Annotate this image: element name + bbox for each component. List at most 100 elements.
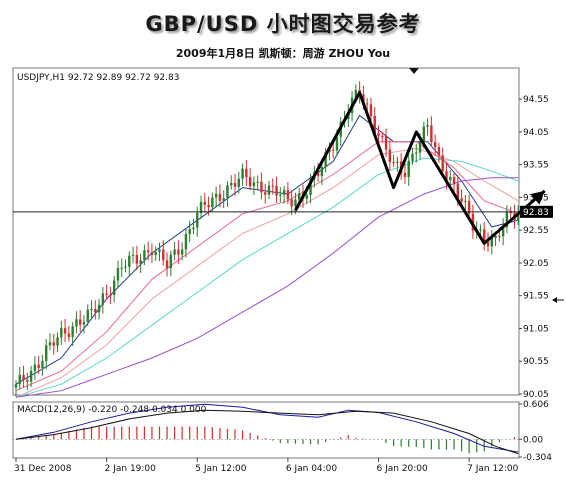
candle-body <box>467 200 471 214</box>
candle-body <box>97 304 101 313</box>
candle-body <box>490 237 493 247</box>
price-axis: 94.55 94.05 93.55 93.05 92.55 92.05 91.55 91.05… <box>519 95 553 400</box>
shift-marker-icon <box>409 68 419 74</box>
time-tick-label: 31 Dec 2008 <box>14 464 72 474</box>
candle-body <box>135 254 139 264</box>
candle-body <box>131 254 135 256</box>
candle-body <box>199 201 203 214</box>
candle-body <box>260 181 263 193</box>
macd-header: MACD(12,26,9) -0.220 -0.248 0.034 0.000 <box>17 405 207 415</box>
candle-body <box>75 319 78 327</box>
candle-body <box>509 211 512 214</box>
candle-body <box>324 152 327 167</box>
candle-body <box>369 104 373 116</box>
candle-body <box>377 133 380 137</box>
time-tick-label: 6 Jan 20:00 <box>377 464 429 474</box>
price-header: USDJPY,H1 92.72 92.89 92.72 92.83 <box>17 73 179 83</box>
candle-body <box>422 126 426 142</box>
candle-body <box>150 251 154 255</box>
candle-body <box>188 229 191 234</box>
candle-body <box>120 267 123 269</box>
price-panel <box>12 67 520 396</box>
candle-body <box>78 319 82 325</box>
candle-body <box>441 155 444 172</box>
candle-body <box>286 190 290 200</box>
candle-body <box>267 185 271 195</box>
price-tick-label: 91.55 <box>523 292 549 302</box>
candle-body <box>218 193 222 201</box>
candle-body <box>60 328 63 338</box>
candle-body <box>316 172 320 176</box>
candle-body <box>41 360 44 368</box>
forecast-arrow-head <box>530 190 545 205</box>
candle-body <box>139 260 142 264</box>
price-tick-label: 92.55 <box>523 226 549 236</box>
candle-body <box>486 241 490 247</box>
candle-body <box>71 326 74 337</box>
candle-body <box>158 249 161 252</box>
candle-body <box>177 249 180 255</box>
zigzag-pattern-line <box>294 91 546 245</box>
candle-body <box>381 136 384 138</box>
time-tick-label: 5 Jan 12:00 <box>195 464 247 474</box>
candle-body <box>237 178 240 187</box>
candle-body <box>252 182 256 187</box>
candle-body <box>233 183 237 187</box>
candle-body <box>128 255 131 267</box>
page-title: GBP/USD 小时图交易参考 <box>145 12 421 36</box>
candle-body <box>169 254 173 269</box>
candle-body <box>162 249 165 261</box>
candle-body <box>22 374 25 380</box>
candle-body <box>320 166 324 176</box>
candle-body <box>331 149 335 151</box>
trend-annotation <box>294 91 546 245</box>
candle-body <box>52 342 55 346</box>
time-tick-label: 6 Jan 04:00 <box>286 464 338 474</box>
price-tick-label: 90.55 <box>523 357 549 367</box>
candle-body <box>48 342 52 346</box>
signal-line <box>15 409 519 455</box>
candle-body <box>101 293 105 305</box>
candle-body <box>392 161 395 163</box>
candle-body <box>517 214 520 221</box>
candle-body <box>82 321 86 325</box>
candle-body <box>460 198 463 202</box>
page-subtitle: 2009年1月8日 凯斯顿：周游 ZHOU You <box>175 47 391 60</box>
candle-body <box>67 333 71 337</box>
candle-body <box>456 183 460 199</box>
candle-body <box>124 266 127 268</box>
candle-body <box>279 194 282 196</box>
macd-axis: 0.606 0.00 -0.304 <box>519 400 552 463</box>
macd-tick-label: 0.00 <box>523 435 543 445</box>
candle-body <box>203 201 207 206</box>
candle-body <box>45 345 48 361</box>
candle-body <box>63 328 67 334</box>
candle-body <box>388 149 392 162</box>
candle-body <box>411 153 414 161</box>
macd-tick-label: 0.606 <box>523 400 549 410</box>
moving-average-4 <box>15 157 519 398</box>
candle-body <box>256 181 259 183</box>
candle-body <box>275 185 278 196</box>
candle-body <box>214 193 218 198</box>
last-price-badge <box>520 205 553 218</box>
candle-body <box>264 192 267 195</box>
candle-body <box>146 250 150 252</box>
price-tick-label: 94.05 <box>523 128 549 138</box>
candle-body <box>505 211 509 228</box>
candle-body <box>290 199 293 207</box>
candle-body <box>105 293 108 295</box>
candle-body <box>494 235 497 238</box>
candle-body <box>403 173 407 178</box>
candle-body <box>373 115 376 134</box>
time-tick-label: 7 Jan 12:00 <box>467 464 519 474</box>
candle-body <box>305 194 308 199</box>
candle-body <box>309 179 312 195</box>
macd-panel <box>12 401 520 459</box>
candle-body <box>501 227 505 237</box>
candle-body <box>241 168 244 179</box>
candle-body <box>29 370 33 382</box>
candle-body <box>430 125 433 143</box>
candle-body <box>143 250 146 261</box>
